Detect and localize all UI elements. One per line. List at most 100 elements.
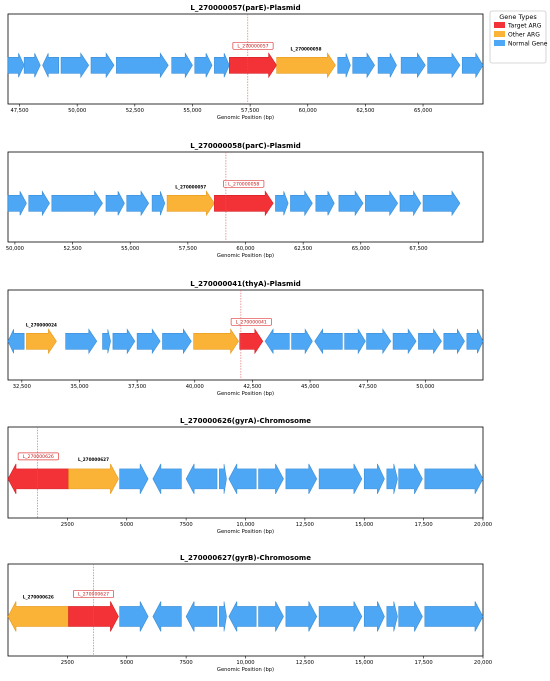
x-tick-label: 20,000 <box>474 660 492 666</box>
x-axis-label: Genomic Position (bp) <box>217 253 274 259</box>
gene-arrow-normal <box>461 52 484 79</box>
gene-arrow-normal <box>285 463 318 495</box>
gene-label: L_270000626 <box>23 594 54 599</box>
gene-arrow-normal <box>105 191 125 216</box>
gene-arrow-normal <box>264 328 290 355</box>
target-gene-label: L_270000057 <box>237 43 268 49</box>
target-label-box <box>223 179 265 188</box>
gene-arrow-normal <box>398 463 423 495</box>
x-tick-label: 40,000 <box>186 384 204 390</box>
gene-arrow-normal <box>424 463 484 495</box>
x-axis-label: Genomic Position (bp) <box>217 391 274 397</box>
gene-arrow-normal <box>7 53 25 78</box>
target-label-box <box>230 317 272 326</box>
gene-arrow-normal <box>42 53 60 78</box>
gene-arrow-normal <box>152 463 182 495</box>
gene-arrow-normal <box>285 601 318 632</box>
panel-title: L_270000626(gyrA)-Chromosome <box>180 417 311 425</box>
x-tick-label: 17,500 <box>415 522 433 528</box>
x-tick-label: 47,500 <box>359 384 377 390</box>
x-tick-label: 35,000 <box>70 384 88 390</box>
gene-arrow-normal <box>258 463 284 495</box>
x-tick-label: 65,000 <box>414 108 432 114</box>
gene-arrow-normal <box>318 463 363 495</box>
x-tick-label: 47,500 <box>10 108 28 114</box>
gene-arrow-normal <box>318 601 363 632</box>
gene-arrow-normal <box>424 601 484 632</box>
x-tick-label: 2500 <box>61 522 74 528</box>
gene-arrow-normal <box>386 601 398 632</box>
gene-arrow-normal <box>290 190 313 217</box>
gene-arrow-normal <box>7 191 27 216</box>
gene-arrow-normal <box>171 52 193 79</box>
x-tick-label: 62,500 <box>356 108 374 114</box>
x-tick-label: 12,500 <box>296 522 314 528</box>
gene-arrow-normal <box>102 329 111 354</box>
gene-arrow-normal <box>119 601 149 632</box>
legend-swatch-other <box>494 31 505 37</box>
gene-arrow-normal <box>219 601 227 632</box>
gene-arrow-normal <box>214 53 230 78</box>
gene-arrow-normal <box>258 601 284 632</box>
panel-4: L_270000626(gyrA)-Chromosome L_270000626 L… <box>7 417 492 535</box>
target-gene-label: L_270000041 <box>236 319 267 325</box>
gene-arrow-normal <box>392 328 417 355</box>
gene-arrow-normal <box>185 463 218 495</box>
x-tick-label: 52,500 <box>126 108 144 114</box>
gene-arrow-normal <box>365 190 399 217</box>
legend-swatch-normal <box>494 40 505 46</box>
x-tick-label: 17,500 <box>415 660 433 666</box>
gene-arrow-normal <box>443 328 465 355</box>
gene-arrow-normal <box>399 190 422 217</box>
x-tick-label: 2500 <box>61 660 74 666</box>
plot-frame <box>7 289 484 381</box>
gene-arrow-normal <box>344 328 366 355</box>
gene-arrow-normal <box>418 328 442 355</box>
panel-title: L_270000627(gyrB)-Chromosome <box>180 554 311 562</box>
x-tick-label: 20,000 <box>474 522 492 528</box>
x-axis-label: Genomic Position (bp) <box>217 667 274 673</box>
gene-arrow-normal <box>228 601 257 632</box>
x-tick-label: 55,000 <box>183 108 201 114</box>
gene-arrow-other <box>276 52 336 79</box>
gene-arrow-normal <box>152 601 182 632</box>
gene-arrow-normal <box>275 191 289 216</box>
gene-label: L_270000057 <box>175 184 206 189</box>
x-tick-label: 37,500 <box>128 384 146 390</box>
gene-arrow-normal <box>51 190 103 217</box>
gene-arrow-normal <box>28 190 50 217</box>
gene-arrow-normal <box>228 463 257 495</box>
x-tick-label: 50,000 <box>68 108 86 114</box>
gene-arrow-normal <box>112 328 136 355</box>
gene-arrow-normal <box>7 329 25 354</box>
gene-arrow-normal <box>337 53 351 78</box>
gene-arrow-normal <box>315 191 335 216</box>
gene-arrow-normal <box>162 328 192 355</box>
legend-label-target: Target ARG <box>507 23 542 30</box>
x-tick-label: 55,000 <box>121 246 139 252</box>
gene-arrow-normal <box>422 190 461 217</box>
x-tick-label: 10,000 <box>236 660 254 666</box>
gene-arrow-normal <box>366 328 392 355</box>
gene-arrow-normal <box>386 463 398 494</box>
gene-arrow-normal <box>400 52 426 79</box>
gene-arrow-other <box>166 190 215 217</box>
panel-3: L_270000041(thyA)-Plasmid L_270000024 L_27… <box>7 280 484 397</box>
gene-arrow-other <box>68 463 119 495</box>
target-label-box <box>232 41 274 50</box>
target-gene-label: L_270000626 <box>23 454 54 460</box>
x-tick-label: 12,500 <box>296 660 314 666</box>
legend-label-normal: Normal Gene <box>508 41 548 48</box>
gene-label: L_270000058 <box>291 46 322 51</box>
gene-arrow-normal <box>119 463 149 495</box>
x-tick-label: 60,000 <box>236 246 254 252</box>
legend: Gene Types Target ARG Other ARG Normal G… <box>489 10 548 64</box>
legend-title: Gene Types <box>499 13 537 21</box>
x-tick-label: 50,000 <box>416 384 434 390</box>
legend-label-other: Other ARG <box>508 32 540 39</box>
target-label-box <box>17 452 59 461</box>
x-tick-label: 50,000 <box>6 246 24 252</box>
gene-label: L_270000024 <box>26 322 57 327</box>
gene-arrow-normal <box>194 53 213 78</box>
gene-arrow-normal <box>219 463 227 494</box>
